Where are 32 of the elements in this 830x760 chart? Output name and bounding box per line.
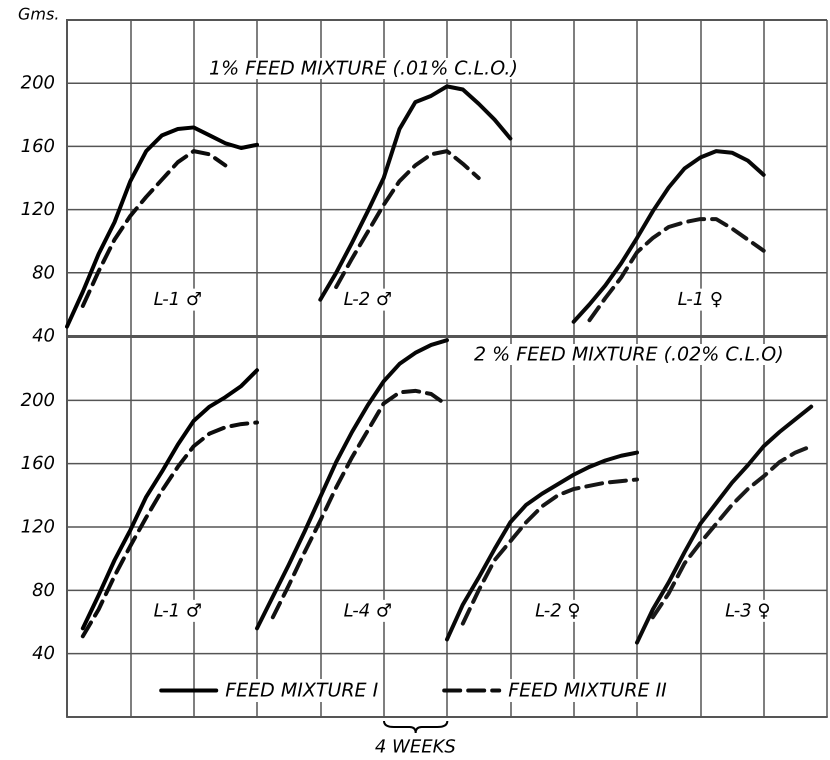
line-series [445, 450, 639, 642]
line-series [65, 125, 259, 329]
annotation: L-2 ♀ [535, 600, 581, 622]
annotation: L-2 ♂ [344, 289, 392, 310]
line-series [588, 217, 766, 322]
annotation: L-4 ♂ [344, 600, 392, 622]
text: 4 WEEKS [374, 736, 456, 758]
line-series [334, 149, 481, 290]
annotation: L-1 ♀ [678, 289, 724, 310]
line-series [635, 404, 814, 645]
line-series [572, 149, 766, 324]
y-tick-label: 120 [20, 516, 55, 538]
line-series [460, 478, 639, 626]
y-tick-label: 120 [20, 199, 55, 220]
y-tick-label: 40 [32, 326, 55, 346]
y-tick-label: 160 [20, 453, 55, 474]
y-axis-title: Gms. [18, 4, 60, 24]
line-series [80, 149, 228, 308]
legend-label: FEED MIXTURE I [225, 680, 379, 702]
text: 1% FEED MIXTURE (.01% C.L.O.) [209, 58, 518, 80]
chart-title: 2 % FEED MIXTURE (.02% C.L.O) [474, 344, 784, 366]
annotation: L-1 ♂ [154, 600, 202, 622]
line-series [255, 338, 449, 630]
legend-label: FEED MIXTURE II [508, 680, 668, 702]
y-tick-label: 80 [32, 580, 55, 601]
y-tick-label: 200 [20, 72, 55, 94]
annotation: L-1 ♂ [154, 289, 202, 310]
y-tick-label: 160 [20, 136, 55, 157]
y-tick-label: 40 [32, 643, 55, 664]
y-tick-label: 200 [20, 390, 55, 411]
annotation: L-3 ♀ [725, 600, 771, 622]
y-tick-label: 80 [32, 262, 55, 284]
